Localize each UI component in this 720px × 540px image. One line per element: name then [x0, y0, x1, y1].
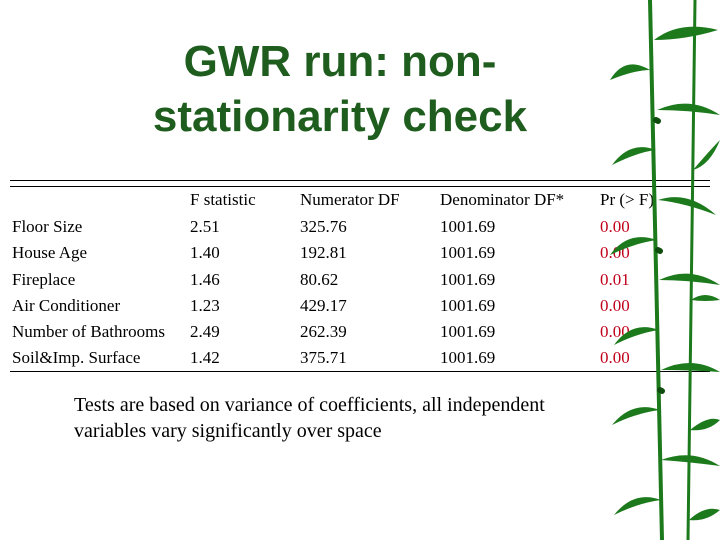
row-variable: Fireplace [12, 270, 76, 289]
row-denominator-df: 1001.69 [440, 322, 496, 341]
row-f-statistic: 1.40 [190, 243, 220, 262]
title-line-1: GWR run: non- [183, 37, 497, 86]
row-f-statistic: 2.51 [190, 217, 220, 236]
row-denominator-df: 1001.69 [440, 270, 496, 289]
slide-title: GWR run: non- stationarity check [60, 34, 620, 144]
row-p-value: 0.00 [600, 348, 630, 367]
row-variable: Number of Bathrooms [12, 322, 165, 341]
row-denominator-df: 1001.69 [440, 243, 496, 262]
table-top-rule [10, 180, 710, 181]
row-numerator-df: 80.62 [300, 270, 339, 289]
row-f-statistic: 1.46 [190, 270, 220, 289]
row-numerator-df: 375.71 [300, 348, 347, 367]
bamboo-decoration-icon [610, 0, 720, 540]
row-numerator-df: 429.17 [300, 296, 347, 315]
footnote-text: Tests are based on variance of coefficie… [74, 394, 545, 442]
header-denominator-df: Denominator DF* [440, 190, 565, 209]
table-bottom-rule [10, 371, 710, 372]
row-variable: Soil&Imp. Surface [12, 348, 141, 367]
row-denominator-df: 1001.69 [440, 296, 496, 315]
row-variable: Air Conditioner [12, 296, 121, 315]
row-f-statistic: 1.42 [190, 348, 220, 367]
row-numerator-df: 192.81 [300, 243, 347, 262]
row-denominator-df: 1001.69 [440, 217, 496, 236]
title-line-2: stationarity check [152, 92, 528, 141]
header-p-value: Pr (> F) [600, 190, 654, 209]
header-f-statistic: F statistic [190, 190, 256, 209]
row-p-value: 0.00 [600, 217, 630, 236]
row-variable: House Age [12, 243, 88, 262]
table-header-rule [10, 186, 710, 187]
header-numerator-df: Numerator DF [300, 190, 400, 209]
row-numerator-df: 325.76 [300, 217, 347, 236]
row-denominator-df: 1001.69 [440, 348, 496, 367]
row-p-value: 0.01 [600, 270, 630, 289]
row-f-statistic: 1.23 [190, 296, 220, 315]
row-variable: Floor Size [12, 217, 83, 236]
row-numerator-df: 262.39 [300, 322, 347, 341]
row-p-value: 0.00 [600, 296, 630, 315]
row-f-statistic: 2.49 [190, 322, 220, 341]
